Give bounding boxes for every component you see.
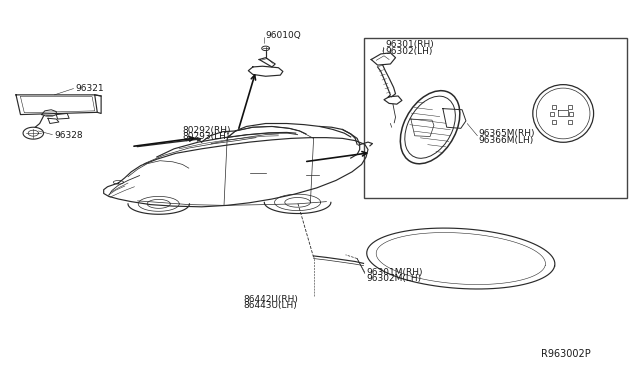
Text: 96301M(RH): 96301M(RH) xyxy=(366,268,422,277)
Text: 96302M(LH): 96302M(LH) xyxy=(366,275,421,283)
Text: 96365M(RH): 96365M(RH) xyxy=(479,129,535,138)
Text: R963002P: R963002P xyxy=(541,349,591,359)
Text: 86442U(RH): 86442U(RH) xyxy=(243,295,298,304)
Text: 96366M(LH): 96366M(LH) xyxy=(479,136,534,145)
Text: 96010Q: 96010Q xyxy=(266,31,301,40)
Text: 96328: 96328 xyxy=(54,131,83,140)
Text: 96301(RH): 96301(RH) xyxy=(385,40,434,49)
Text: 96302(LH): 96302(LH) xyxy=(385,47,433,56)
Text: 80292(RH): 80292(RH) xyxy=(182,126,231,135)
Text: 86443U(LH): 86443U(LH) xyxy=(243,301,297,310)
Text: 96321: 96321 xyxy=(76,84,104,93)
Text: 80293(LH): 80293(LH) xyxy=(182,132,230,141)
Bar xyxy=(364,38,627,198)
